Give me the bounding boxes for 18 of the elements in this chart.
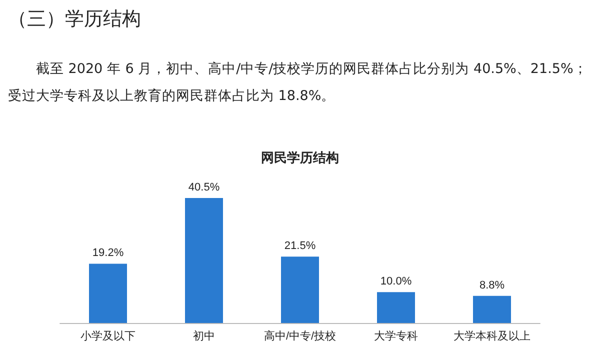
data-label: 21.5% bbox=[284, 240, 316, 252]
bar bbox=[281, 256, 319, 323]
bar bbox=[89, 264, 127, 323]
data-label: 19.2% bbox=[92, 247, 124, 260]
data-label: 10.0% bbox=[380, 276, 412, 288]
x-tick-label: 小学及以下 bbox=[80, 330, 136, 342]
x-tick-label: 大学专科 bbox=[374, 330, 418, 342]
x-tick-label: 初中 bbox=[193, 330, 215, 342]
text: （三）学历结构 bbox=[8, 7, 141, 32]
data-label: 8.8% bbox=[479, 279, 505, 292]
bar bbox=[377, 292, 415, 323]
bar bbox=[473, 296, 511, 323]
text: 截至 2020 年 6 月，初中、高中/中专/技校学历的网民群体占比分别为 40.5%、21.5%；受过大学专科及以上教育的网民群体占比为 18.8%。 bbox=[8, 60, 588, 106]
x-tick-label: 大学本科及以上 bbox=[454, 330, 530, 342]
bar bbox=[185, 198, 223, 323]
chart-title: 网民学历结构 bbox=[261, 150, 339, 165]
data-label: 40.5% bbox=[188, 182, 220, 194]
x-tick-label: 高中/中专/技校 bbox=[264, 330, 336, 342]
